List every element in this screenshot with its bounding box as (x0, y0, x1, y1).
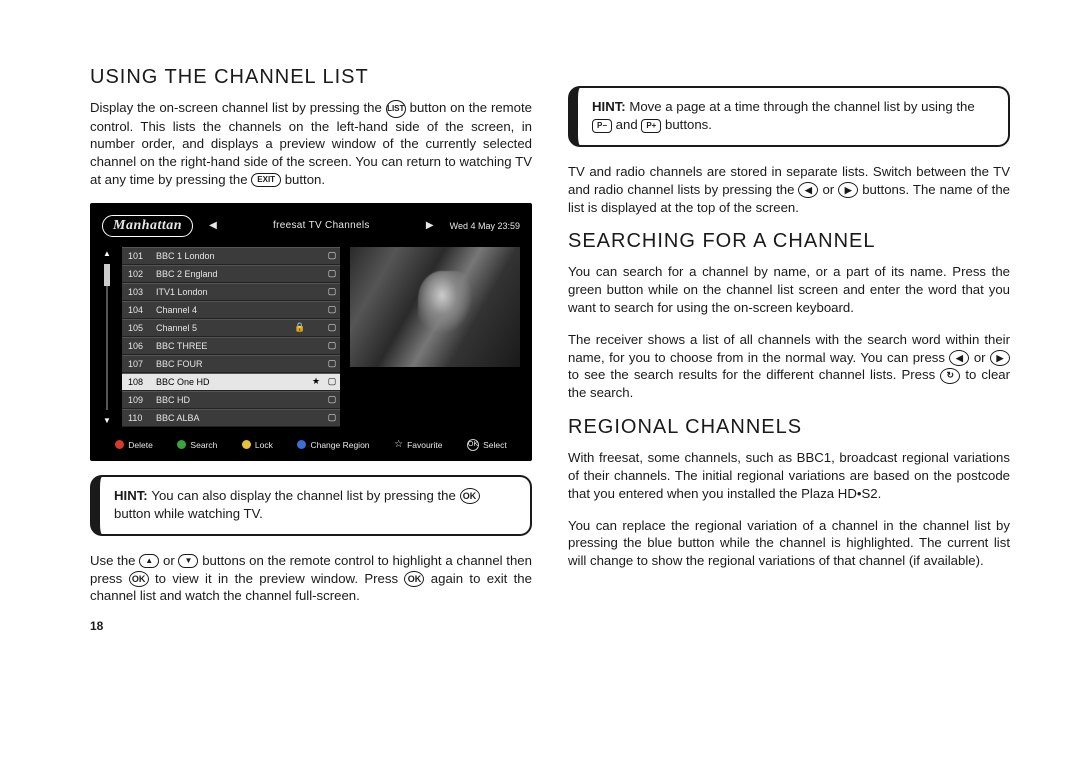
para-search-2: The receiver shows a list of all channel… (568, 331, 1010, 402)
heading-using: USING THE CHANNEL LIST (90, 66, 532, 89)
para-regional-1: With freesat, some channels, such as BBC… (568, 449, 1010, 502)
tv-clock: Wed 4 May 23:59 (450, 221, 520, 231)
table-row: 101BBC 1 London▢ (122, 247, 340, 265)
text: Move a page at a time through the channe… (629, 99, 974, 114)
table-row: 108BBC One HD★▢ (122, 373, 340, 391)
table-row: 102BBC 2 England▢ (122, 265, 340, 283)
scroll-up-icon: ▲ (103, 249, 111, 258)
left-button-icon: ◀ (798, 182, 818, 198)
left-button-icon: ◀ (949, 350, 969, 366)
scroll-down-icon: ▼ (103, 416, 111, 425)
hint-label: HINT: (114, 488, 151, 503)
channel-list: 101BBC 1 London▢102BBC 2 England▢103ITV1… (122, 247, 340, 427)
table-row: 110BBC ALBA▢ (122, 409, 340, 427)
up-button-icon: ▲ (139, 554, 159, 568)
table-row: 109BBC HD▢ (122, 391, 340, 409)
text: Use the (90, 553, 139, 568)
text: button. (285, 172, 325, 187)
para-switch-lists: TV and radio channels are stored in sepa… (568, 163, 1010, 216)
text: to view it in the preview window. Press (155, 571, 404, 586)
hint-box-1: HINT: You can also display the channel l… (90, 475, 532, 536)
tv-header: Manhattan ◀ freesat TV Channels ▶ Wed 4 … (102, 215, 520, 237)
para-regional-2: You can replace the regional variation o… (568, 517, 1010, 570)
table-row: 105Channel 5🔒▢ (122, 319, 340, 337)
channel-list-screenshot: Manhattan ◀ freesat TV Channels ▶ Wed 4 … (90, 203, 532, 461)
pminus-button-icon: P− (592, 119, 612, 133)
para-using-1: Display the on-screen channel list by pr… (90, 99, 532, 189)
tv-footer: Delete Search Lock Change Region ☆Favour… (102, 439, 520, 451)
footer-region: Change Region (297, 439, 369, 451)
refresh-button-icon: ↻ (940, 368, 960, 384)
scrollbar: ▲ ▼ (102, 247, 112, 427)
footer-delete: Delete (115, 439, 153, 451)
para-search-1: You can search for a channel by name, or… (568, 263, 1010, 316)
ok-button-icon: OK (129, 571, 149, 587)
text: and (616, 117, 642, 132)
page-number: 18 (90, 619, 532, 633)
left-arrow-icon: ◀ (203, 220, 223, 231)
right-button-icon: ▶ (838, 182, 858, 198)
text: You can also display the channel list by… (151, 488, 459, 503)
footer-favourite: ☆Favourite (394, 439, 442, 451)
exit-button-icon: EXIT (251, 173, 281, 187)
table-row: 104Channel 4▢ (122, 301, 340, 319)
table-row: 107BBC FOUR▢ (122, 355, 340, 373)
heading-searching: SEARCHING FOR A CHANNEL (568, 230, 1010, 253)
text: or (974, 350, 990, 365)
text: Display the on-screen channel list by pr… (90, 100, 386, 115)
footer-lock: Lock (242, 439, 273, 451)
table-row: 103ITV1 London▢ (122, 283, 340, 301)
right-button-icon: ▶ (990, 350, 1010, 366)
manhattan-logo: Manhattan (102, 215, 193, 237)
text: The receiver shows a list of all channel… (568, 332, 1010, 365)
preview-window (350, 247, 520, 367)
ok-button-icon: OK (460, 488, 480, 504)
ok-button-icon: OK (404, 571, 424, 587)
right-arrow-icon: ▶ (420, 220, 440, 231)
text: or (163, 553, 178, 568)
heading-regional: REGIONAL CHANNELS (568, 416, 1010, 439)
footer-search: Search (177, 439, 217, 451)
tv-list-title: freesat TV Channels (233, 220, 410, 231)
table-row: 106BBC THREE▢ (122, 337, 340, 355)
pplus-button-icon: P+ (641, 119, 661, 133)
hint-box-2: HINT: Move a page at a time through the … (568, 86, 1010, 147)
text: buttons. (665, 117, 712, 132)
down-button-icon: ▼ (178, 554, 198, 568)
text: to see the search results for the differ… (568, 367, 940, 382)
text: button while watching TV. (114, 506, 263, 521)
hint-label: HINT: (592, 99, 629, 114)
text: or (822, 182, 838, 197)
list-button-icon: LIST (386, 100, 406, 118)
footer-select: OKSelect (467, 439, 507, 451)
para-using-2: Use the ▲ or ▼ buttons on the remote con… (90, 552, 532, 605)
